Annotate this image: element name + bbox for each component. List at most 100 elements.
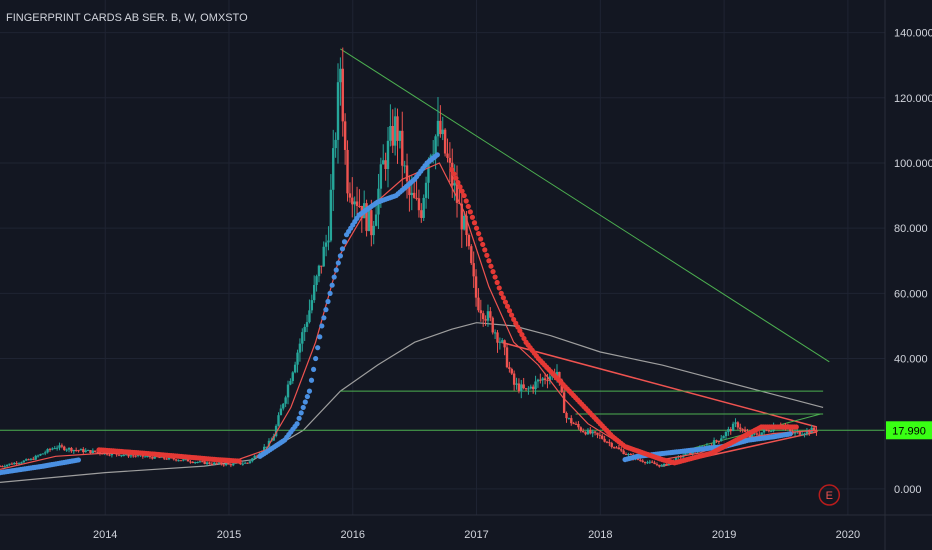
- candle-body: [348, 193, 352, 198]
- candle-body: [527, 388, 530, 390]
- candle-body: [646, 462, 649, 464]
- candle-body: [715, 440, 718, 442]
- candle-body: [17, 463, 21, 465]
- sar-dot-up: [300, 404, 306, 411]
- candle-body: [220, 462, 223, 465]
- sar-dot-up: [302, 399, 308, 405]
- candle-body: [734, 422, 737, 424]
- candle-body: [227, 463, 230, 465]
- sar-dot-down: [502, 299, 509, 305]
- candle-body: [63, 446, 66, 450]
- candle-body: [60, 445, 64, 447]
- candle-body: [765, 429, 768, 431]
- x-tick-label: 2015: [217, 529, 241, 541]
- candle-body: [743, 429, 747, 432]
- candle-body: [467, 235, 471, 247]
- candle-body: [762, 429, 766, 433]
- candle-body: [691, 451, 694, 455]
- sar-dot-down: [506, 308, 513, 314]
- sar-dot-down: [517, 328, 523, 334]
- candle-body: [546, 380, 549, 382]
- candle-body: [441, 129, 444, 135]
- candle-body: [689, 452, 692, 455]
- candle-body: [529, 386, 533, 389]
- candle-body: [210, 463, 214, 465]
- candle-body: [462, 215, 466, 230]
- candle-body: [13, 462, 16, 465]
- candle-body: [53, 448, 56, 450]
- candle-body: [234, 462, 237, 464]
- trendline: [501, 341, 818, 428]
- x-tick-label: 2019: [712, 529, 736, 541]
- candle-body: [217, 462, 221, 464]
- candle-body: [591, 431, 594, 434]
- sar-dot-down: [511, 316, 517, 323]
- candle-body: [379, 164, 383, 189]
- candle-body: [617, 447, 621, 450]
- candle-body: [108, 454, 111, 456]
- candle-body: [101, 453, 104, 455]
- candle-body: [255, 455, 259, 457]
- candle-body: [417, 198, 421, 211]
- candle-body: [177, 460, 180, 462]
- candle-body: [465, 215, 468, 236]
- candle-body: [279, 408, 283, 416]
- candle-body: [74, 449, 78, 451]
- sar-dot-down: [509, 312, 515, 318]
- candle-body: [415, 197, 418, 199]
- sar-dot-up: [298, 410, 304, 416]
- candle-body: [193, 462, 197, 464]
- candle-body: [577, 423, 580, 428]
- sar-dot-down: [494, 279, 500, 286]
- candle-body: [443, 129, 447, 154]
- candle-body: [422, 197, 425, 218]
- candle-body: [39, 454, 42, 456]
- candle-body: [539, 379, 542, 381]
- candle-body: [460, 203, 463, 230]
- sar-dot-down: [478, 236, 484, 242]
- candle-body: [151, 457, 154, 459]
- candle-body: [446, 153, 449, 158]
- candle-body: [603, 438, 606, 442]
- candle-body: [346, 149, 349, 194]
- candle-body: [208, 462, 211, 464]
- candle-body: [355, 201, 359, 206]
- candle-body: [253, 455, 256, 459]
- candle-body: [758, 434, 761, 436]
- sar-dot-down: [490, 269, 496, 275]
- candle-body: [601, 435, 604, 439]
- candle-body: [503, 340, 506, 348]
- grid: [0, 0, 885, 515]
- candle-body: [134, 455, 137, 457]
- sar-dot-down: [498, 290, 504, 296]
- candle-body: [731, 423, 735, 432]
- candle-body: [501, 340, 504, 342]
- sar-dot-down: [451, 171, 457, 177]
- candle-body: [410, 192, 413, 196]
- candle-body: [127, 453, 130, 457]
- candle-body: [420, 210, 423, 218]
- candle-body: [498, 341, 502, 343]
- sar-dot-down: [488, 263, 494, 269]
- last-price-badge: [886, 421, 932, 440]
- candle-body: [322, 246, 325, 267]
- candle-body: [129, 455, 133, 457]
- candle-body: [305, 322, 309, 327]
- candle-body: [581, 431, 585, 433]
- candle-body: [41, 453, 45, 455]
- candle-body: [320, 265, 323, 267]
- candle-body: [643, 461, 647, 463]
- candle-body: [0, 466, 2, 468]
- sar-dot-down: [521, 335, 527, 342]
- candle-body: [277, 415, 280, 426]
- sar-dot-down: [469, 214, 476, 220]
- candle-body: [729, 429, 732, 432]
- sar-dot-up: [317, 334, 323, 340]
- candle-body: [174, 459, 178, 461]
- candle-body: [789, 428, 792, 432]
- candle-body: [477, 297, 480, 311]
- sar-dot-up: [331, 274, 337, 280]
- sar-dot-up: [333, 267, 339, 273]
- candle-body: [517, 383, 521, 392]
